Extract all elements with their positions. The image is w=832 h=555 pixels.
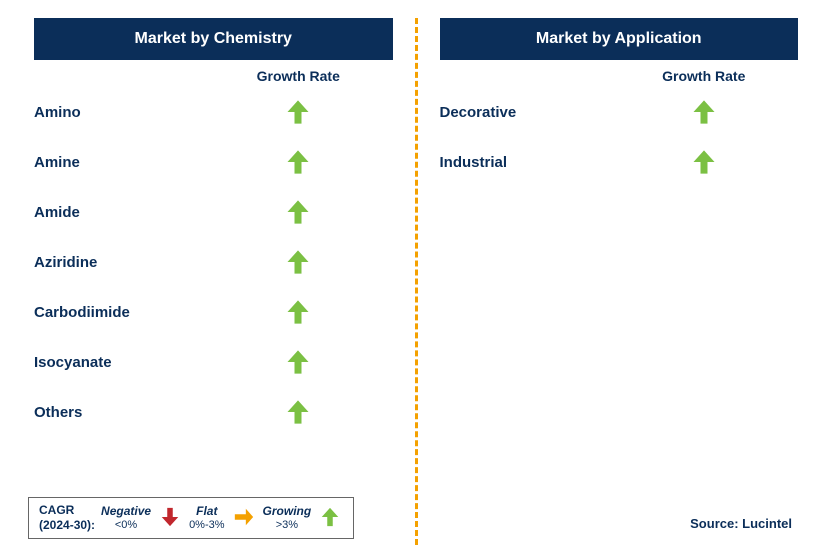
legend-title-line1: CAGR [39,503,74,517]
arrow-up-icon [284,198,312,226]
col-header-growth-left: Growth Rate [204,68,393,84]
table-row: Isocyanate [34,344,393,380]
growth-icon-cell [204,148,393,176]
growth-icon-cell [204,248,393,276]
arrow-up-icon [319,506,341,528]
growth-icon-cell [204,398,393,426]
panel-chemistry: Market by Chemistry Growth Rate Amino Am… [20,18,415,545]
table-row: Amide [34,194,393,230]
legend-item-label: Negative [101,504,151,518]
table-row: Amine [34,144,393,180]
arrow-up-icon [690,148,718,176]
legend-item: Negative<0% [101,504,151,532]
legend-title-line2: (2024-30): [39,518,95,532]
growth-icon-cell [204,298,393,326]
legend-icon-flat [233,506,255,531]
legend-title: CAGR (2024-30): [39,503,95,533]
legend-box: CAGR (2024-30): Negative<0% Flat0%-3% Gr… [28,497,354,539]
table-row: Decorative [440,94,799,130]
row-label: Industrial [440,154,610,171]
arrow-up-icon [284,248,312,276]
legend-icon-negative [159,506,181,531]
arrow-up-icon [284,398,312,426]
arrow-down-icon [159,506,181,528]
arrow-up-icon [284,348,312,376]
table-row: Aziridine [34,244,393,280]
legend-item-range: >3% [276,519,298,532]
col-header-growth-right: Growth Rate [610,68,799,84]
col-header-row-right: Growth Rate [440,68,799,84]
row-label: Amide [34,204,204,221]
rows-chemistry: Amino Amine Amide Aziridine Carbodiimide… [34,94,393,430]
legend-item-label: Flat [196,504,217,518]
growth-icon-cell [204,198,393,226]
row-label: Amino [34,104,204,121]
panel-header-chemistry: Market by Chemistry [34,18,393,60]
arrow-right-icon [233,506,255,528]
panel-application: Market by Application Growth Rate Decora… [418,18,813,545]
row-label: Aziridine [34,254,204,271]
arrow-up-icon [690,98,718,126]
col-header-row-left: Growth Rate [34,68,393,84]
rows-application: Decorative Industrial [440,94,799,180]
row-label: Isocyanate [34,354,204,371]
growth-icon-cell [204,98,393,126]
table-row: Industrial [440,144,799,180]
arrow-up-icon [284,148,312,176]
growth-icon-cell [204,348,393,376]
source-attribution: Source: Lucintel [690,516,792,531]
legend-item-label: Growing [263,504,312,518]
arrow-up-icon [284,98,312,126]
growth-icon-cell [610,98,799,126]
row-label: Decorative [440,104,610,121]
legend-item-range: <0% [115,519,137,532]
arrow-up-icon [284,298,312,326]
legend-icon-growing [319,506,341,531]
row-label: Carbodiimide [34,304,204,321]
panel-header-application: Market by Application [440,18,799,60]
legend-item-range: 0%-3% [189,519,224,532]
row-label: Others [34,404,204,421]
table-row: Amino [34,94,393,130]
legend-item: Flat0%-3% [189,504,224,532]
legend-item: Growing>3% [263,504,312,532]
growth-icon-cell [610,148,799,176]
table-row: Carbodiimide [34,294,393,330]
row-label: Amine [34,154,204,171]
table-row: Others [34,394,393,430]
